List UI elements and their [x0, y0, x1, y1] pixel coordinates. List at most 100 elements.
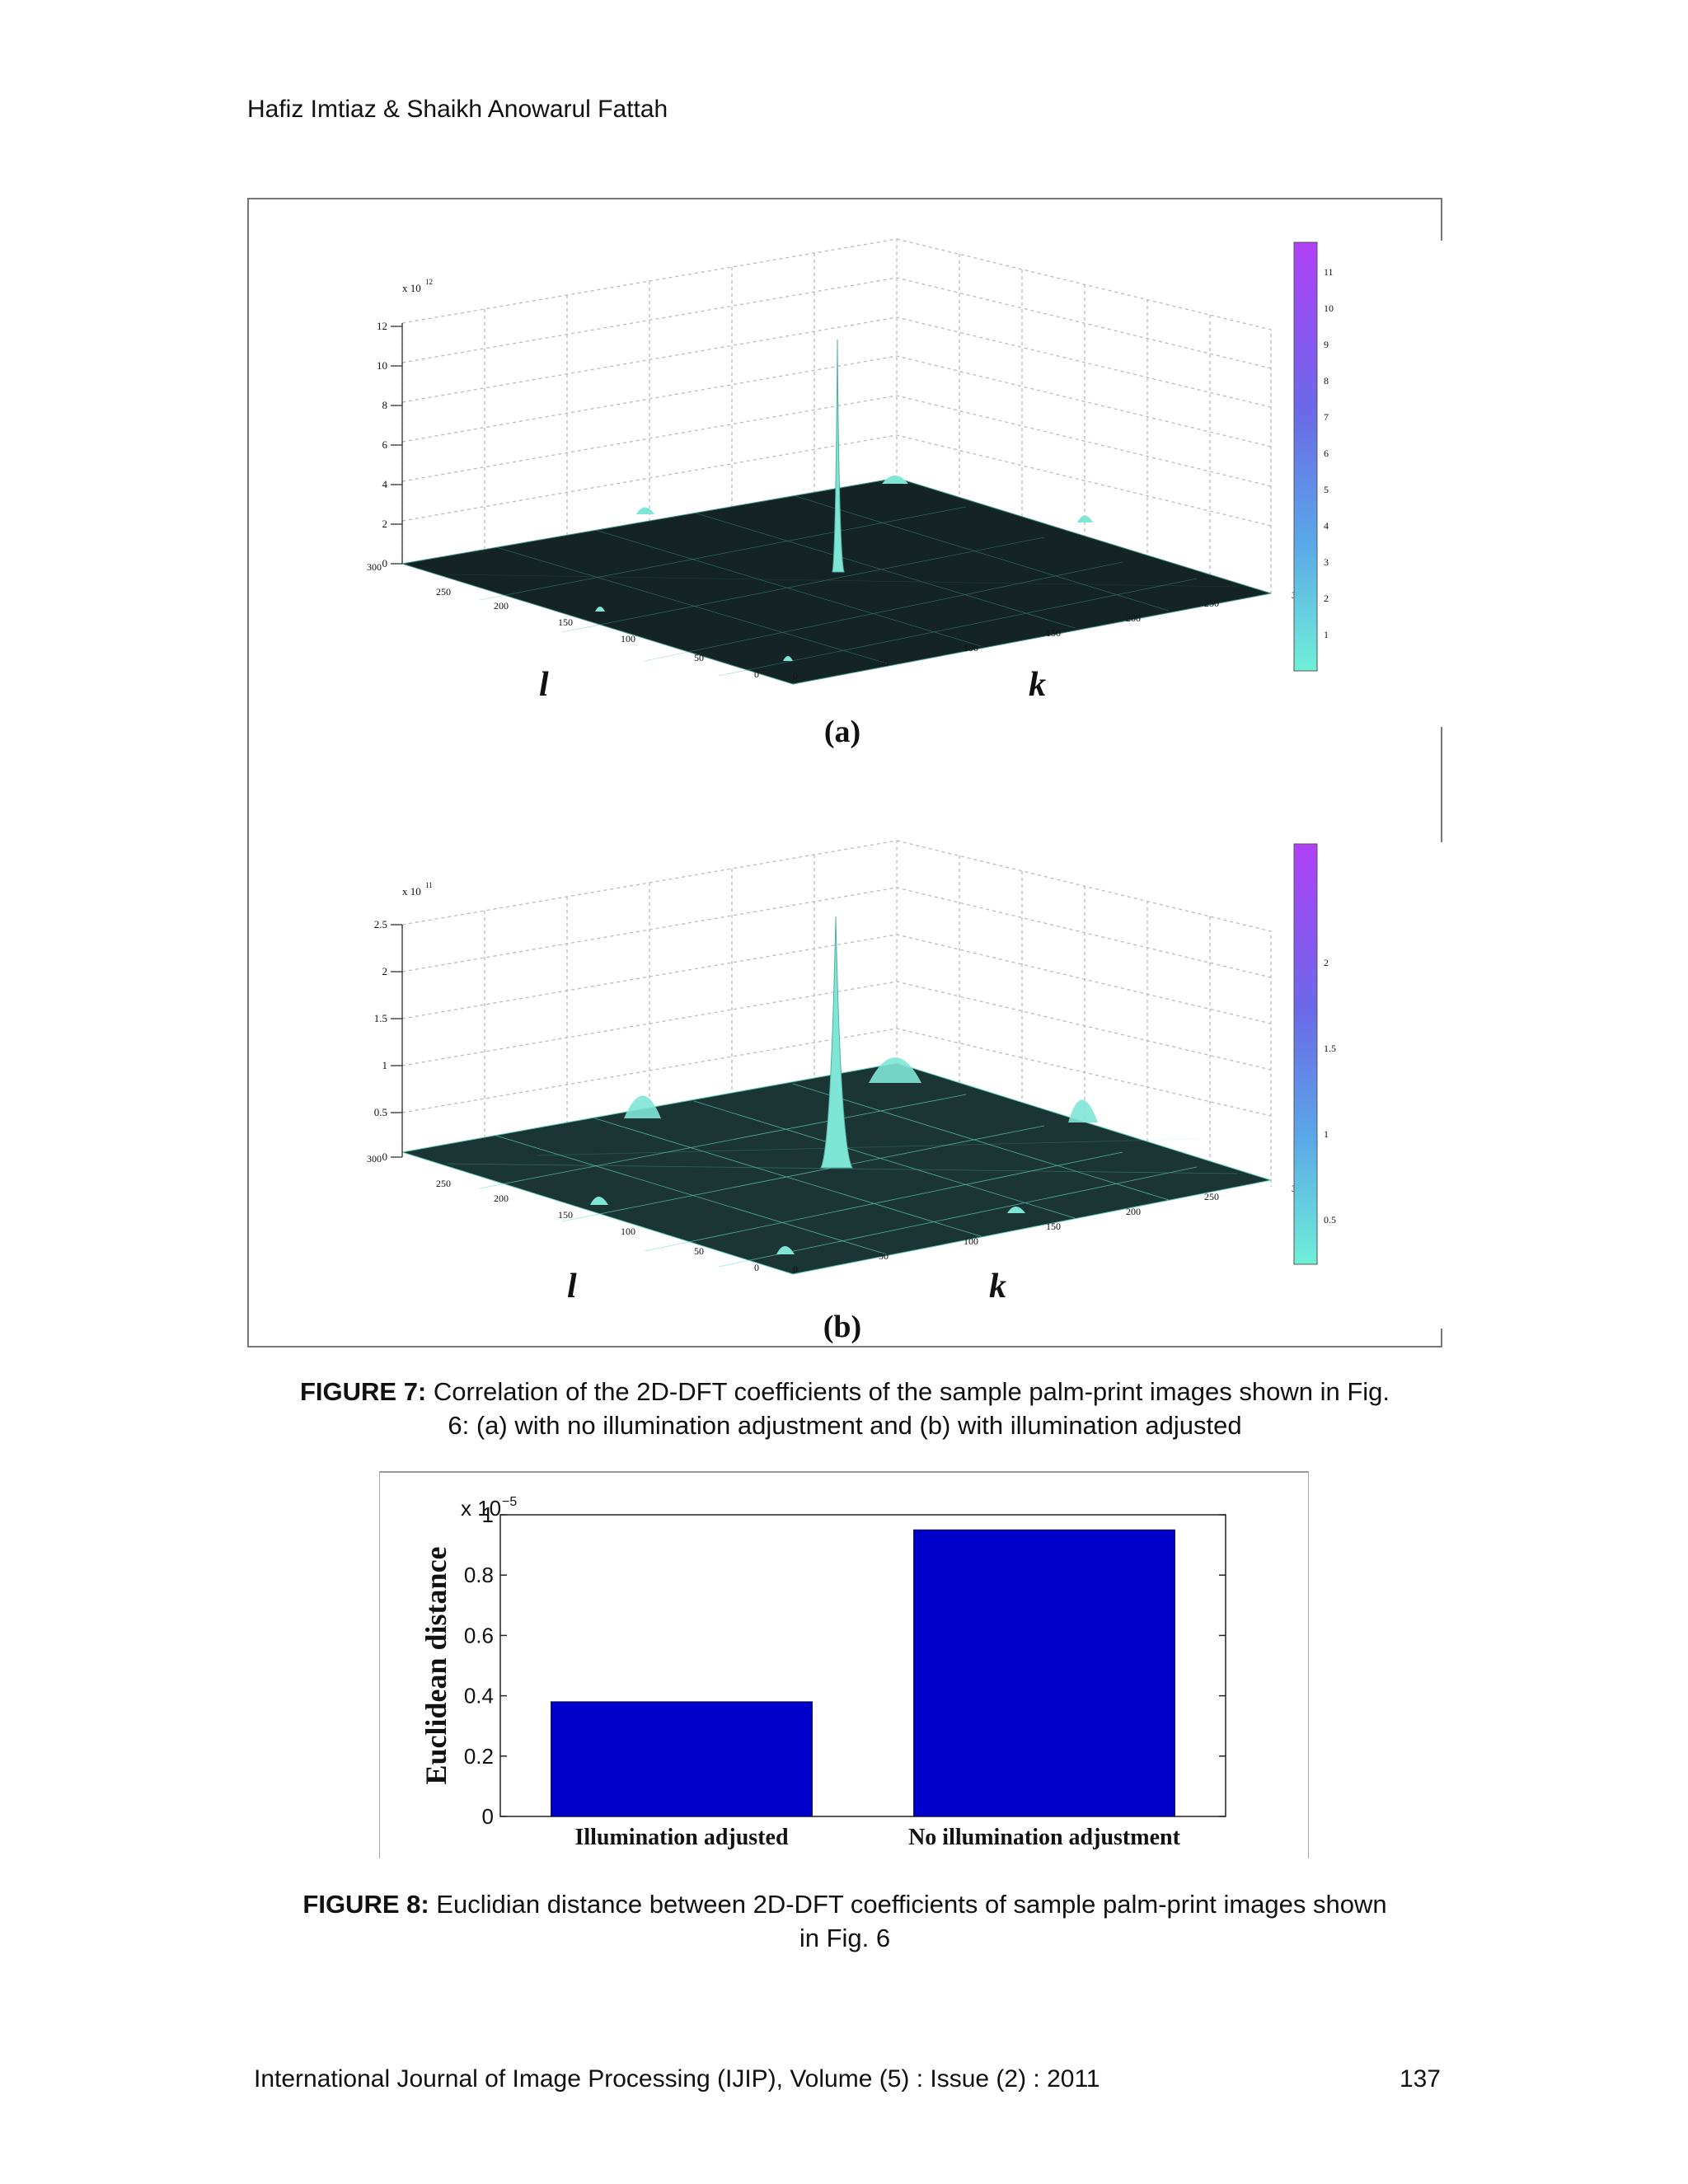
figure-8-caption-bold: FIGURE 8:	[302, 1890, 429, 1919]
k-tick: 0	[793, 670, 798, 682]
figure-7-caption-bold: FIGURE 7:	[299, 1377, 427, 1406]
l-tick: 200	[494, 600, 509, 612]
z-tick: 2	[382, 518, 388, 530]
panel-a-l-axis-label: l	[539, 666, 549, 704]
k-tick: 100	[964, 1235, 978, 1247]
y-tick-label: 0.2	[464, 1744, 494, 1769]
l-tick: 300	[367, 561, 382, 573]
panel-b-label: (b)	[823, 1310, 861, 1344]
colorbar-tick: 1.5	[1324, 1043, 1336, 1054]
colorbar-tick: 0.5	[1324, 1214, 1336, 1226]
panel-a-side-peak	[636, 507, 654, 514]
y-tick-label: 0.6	[464, 1623, 494, 1647]
l-tick: 100	[621, 633, 635, 644]
panel-b-side-peak	[590, 1197, 608, 1205]
figure-8: x 10 −5 Euclidean distance 0 0.2 0.4 0.6 0.8…	[379, 1471, 1309, 1858]
footer: International Journal of Image Processin…	[254, 2065, 1441, 2093]
panel-a-grid	[401, 238, 1272, 593]
colorbar-tick: 2	[1324, 593, 1329, 604]
running-header: Hafiz Imtiaz & Shaikh Anowarul Fattah	[247, 96, 668, 123]
y-axis-label: Euclidean distance	[420, 1546, 452, 1784]
colorbar-tick: 3	[1324, 556, 1329, 568]
panel-a-label: (a)	[824, 715, 860, 749]
k-tick: 50	[879, 657, 889, 668]
panel-b-surface	[401, 1062, 1272, 1275]
panel-a-z-exponent: 12	[425, 278, 433, 286]
colorbar-tick: 11	[1324, 266, 1334, 278]
z-tick: 6	[382, 438, 388, 451]
k-tick: 150	[1046, 627, 1061, 639]
panel-a-side-peak	[882, 476, 908, 484]
panel-b-mesh	[446, 1083, 1239, 1268]
l-tick: 300	[367, 1153, 382, 1165]
z-tick: 0	[382, 1151, 388, 1163]
figure-7-caption-line1: Correlation of the 2D-DFT coefficients o…	[426, 1377, 1390, 1406]
z-tick: 0.5	[374, 1106, 387, 1118]
colorbar-tick: 4	[1324, 520, 1329, 532]
y-tick-label: 0	[482, 1804, 494, 1829]
panel-b-side-peak	[776, 1246, 795, 1254]
y-tick-label: 0.8	[464, 1563, 494, 1587]
k-tick: 200	[1126, 1206, 1141, 1217]
l-tick: 50	[694, 1245, 704, 1257]
l-tick: 250	[436, 1178, 451, 1189]
panel-a-side-peak	[595, 607, 605, 612]
y-scale-base: x 10	[461, 1496, 501, 1521]
panel-b-colorbar	[1293, 843, 1318, 1265]
z-tick: 2	[382, 965, 388, 977]
colorbar-tick: 5	[1324, 484, 1329, 495]
figure-8-chart: x 10 −5 Euclidean distance 0 0.2 0.4 0.6 0.8…	[420, 1495, 1226, 1850]
colorbar-tick: 1	[1324, 629, 1329, 640]
l-tick: 0	[754, 1262, 759, 1273]
l-tick: 150	[558, 1209, 573, 1221]
figure-8-caption-line2: in Fig. 6	[799, 1924, 891, 1952]
l-tick: 100	[621, 1226, 635, 1237]
panel-b-side-peak	[1068, 1099, 1098, 1122]
k-tick: 0	[793, 1263, 798, 1275]
panel-b-l-axis-label: l	[567, 1268, 577, 1305]
figure-8-caption: FIGURE 8: Euclidian distance between 2D-…	[247, 1887, 1442, 1955]
panel-a-k-axis-label: k	[1029, 666, 1046, 704]
panel-a-central-peak	[832, 339, 845, 573]
figure-7: 0 2 4 6 8 10 12 x 10 12 300 250 200 1	[247, 198, 1444, 1347]
panel-a-l-ticks: 300 250 200 150 100 50 0	[367, 561, 759, 680]
bars	[551, 1529, 1175, 1817]
colorbar-tick: 9	[1324, 339, 1329, 350]
journal-info: International Journal of Image Processin…	[254, 2065, 1100, 2093]
panel-b-side-peak	[1007, 1207, 1025, 1213]
z-tick: 4	[382, 478, 388, 490]
panel-a-side-peak	[1077, 515, 1093, 523]
category-label: No illumination adjustment	[908, 1825, 1180, 1850]
colorbar-tick: 6	[1324, 448, 1329, 459]
l-tick: 250	[436, 586, 451, 598]
panel-b-z-multiplier: x 10	[402, 885, 421, 898]
k-tick: 150	[1046, 1221, 1061, 1232]
figure-7-caption-line2: 6: (a) with no illumination adjustment a…	[448, 1411, 1242, 1440]
panel-b-z-ticks: 0 0.5 1 1.5 2 2.5	[374, 918, 387, 1163]
z-tick: 0	[382, 557, 388, 569]
panel-b-central-peak	[820, 916, 853, 1169]
colorbar-tick: 7	[1324, 411, 1329, 423]
y-tick-label: 0.4	[464, 1684, 494, 1708]
panel-b-side-peak	[869, 1057, 921, 1083]
panel-a-z-multiplier: x 10	[402, 282, 421, 294]
bar	[913, 1529, 1175, 1817]
colorbar-tick: 8	[1324, 375, 1329, 387]
panel-b-l-ticks: 300 250 200 150 100 50 0	[367, 1153, 759, 1273]
k-tick: 250	[1204, 598, 1219, 609]
colorbar-tick: 1	[1324, 1128, 1329, 1140]
panel-b-z-exponent: 11	[425, 881, 433, 889]
z-tick: 8	[382, 399, 388, 411]
l-tick: 200	[494, 1193, 509, 1204]
panel-a-surface	[401, 477, 1272, 685]
category-label: Illumination adjusted	[574, 1825, 788, 1850]
panel-b-side-peak	[624, 1095, 661, 1118]
panel-b-colorbar-ticks: 0.5 1 1.5 2	[1324, 957, 1336, 1226]
y-ticks: 0 0.2 0.4 0.6 0.8 1	[464, 1502, 1226, 1829]
figure-8-caption-line1: Euclidian distance between 2D-DFT coeffi…	[429, 1890, 1387, 1919]
colorbar-tick: 2	[1324, 957, 1329, 968]
panel-a-side-peak	[783, 656, 793, 661]
y-tick-label: 1	[482, 1502, 494, 1527]
l-tick: 0	[754, 668, 759, 680]
panel-a-colorbar-ticks: 1 2 3 4 5 6 7 8 9 10 11	[1324, 266, 1334, 640]
